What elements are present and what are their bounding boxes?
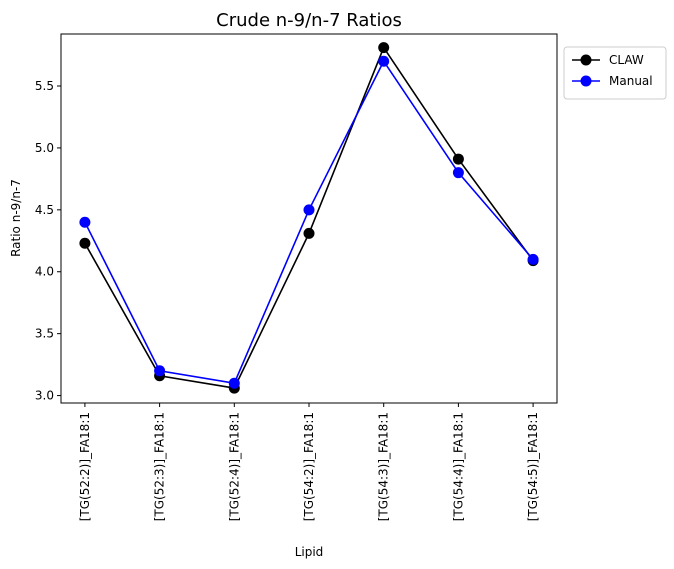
chart-title: Crude n-9/n-7 Ratios <box>216 10 402 31</box>
y-tick-label: 5.0 <box>35 141 54 155</box>
x-tick-label: [TG(52:2)]_FA18:1 <box>78 412 92 521</box>
plot-area: 3.0 3.5 4.0 4.5 5.0 5.5 [TG(52:2)]_FA18:1 [TG(5… <box>35 33 558 521</box>
y-axis-label: Ratio n-9/n-7 <box>9 179 23 257</box>
legend-marker <box>580 54 592 66</box>
legend-entry-label: Manual <box>609 74 653 88</box>
data-point-manual <box>378 55 390 67</box>
data-point-manual <box>527 253 539 265</box>
x-axis-label: Lipid <box>295 545 324 559</box>
y-tick-label: 3.5 <box>35 327 54 341</box>
x-tick-label: [TG(54:4)]_FA18:1 <box>451 412 465 521</box>
data-point-manual <box>228 377 240 389</box>
x-tick-label: [TG(54:3)]_FA18:1 <box>377 412 391 521</box>
y-tick-label: 3.0 <box>35 389 54 403</box>
x-tick-label: [TG(54:5)]_FA18:1 <box>526 412 540 521</box>
data-point-claw <box>452 153 464 165</box>
x-tick-label: [TG(54:2)]_FA18:1 <box>302 412 316 521</box>
legend: CLAW Manual <box>563 46 667 100</box>
data-point-manual <box>154 365 166 377</box>
data-point-manual <box>79 216 91 228</box>
data-point-manual <box>303 204 315 216</box>
y-tick-label: 4.0 <box>35 265 54 279</box>
legend-marker <box>580 75 592 87</box>
data-point-claw <box>79 237 91 249</box>
data-point-manual <box>452 167 464 179</box>
y-tick-label: 5.5 <box>35 79 54 93</box>
data-point-claw <box>303 227 315 239</box>
legend-entry-label: CLAW <box>609 53 644 67</box>
data-point-claw <box>378 42 390 54</box>
y-tick-label: 4.5 <box>35 203 54 217</box>
x-tick-label: [TG(52:3)]_FA18:1 <box>153 412 167 521</box>
x-tick-label: [TG(52:4)]_FA18:1 <box>227 412 241 521</box>
